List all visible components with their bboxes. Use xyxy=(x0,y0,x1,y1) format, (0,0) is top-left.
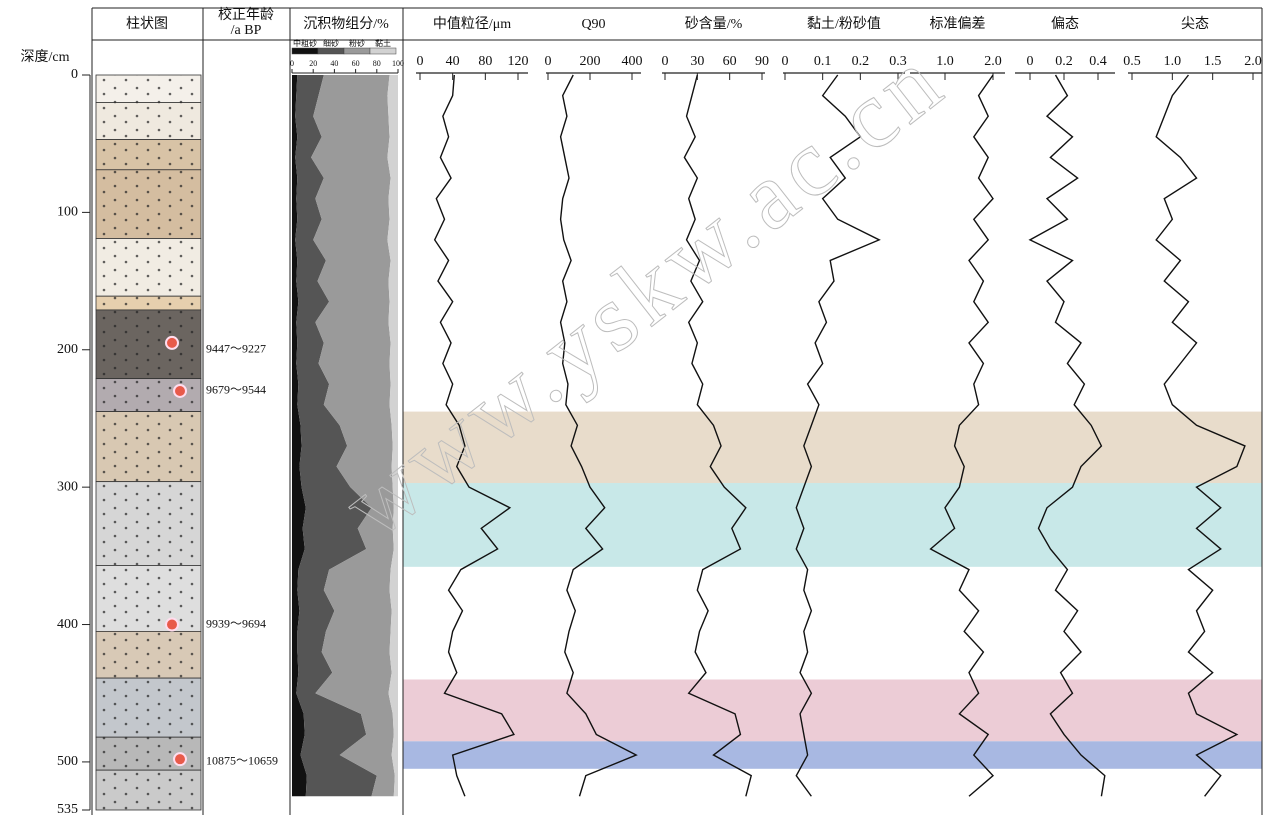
lithology-pattern xyxy=(96,75,201,103)
y-tick-label: 200 xyxy=(57,342,78,357)
x-tick-label: 1.5 xyxy=(1204,54,1222,69)
x-tick-label: 2.0 xyxy=(1244,54,1262,69)
x-tick-label: 40 xyxy=(446,54,460,69)
component-area xyxy=(292,75,307,797)
x-tick-label: 100 xyxy=(392,59,404,68)
panel-title: 中值粒径/μm xyxy=(433,16,511,32)
y-tick-label: 100 xyxy=(57,205,78,220)
age-label: 9939～9694 xyxy=(206,616,266,630)
sample-point xyxy=(173,383,187,398)
age-label: 9447～9227 xyxy=(206,342,266,356)
lithology-title: 柱状图 xyxy=(126,16,168,32)
component-area xyxy=(311,75,395,797)
x-tick-label: 400 xyxy=(622,54,643,69)
component-area xyxy=(295,75,377,797)
sample-point xyxy=(165,335,179,350)
x-tick-label: 1.0 xyxy=(936,54,954,69)
x-tick-label: 20 xyxy=(309,59,317,68)
legend-swatch xyxy=(343,47,371,55)
x-tick-label: 30 xyxy=(690,54,704,69)
x-tick-label: 0.4 xyxy=(1089,54,1107,69)
x-tick-label: 0.1 xyxy=(814,54,832,69)
lithology-pattern xyxy=(96,411,201,482)
panel-title: 偏态 xyxy=(1051,16,1079,32)
zone-band xyxy=(403,483,1262,567)
profile-curve xyxy=(683,74,753,797)
y-tick-label: 300 xyxy=(57,479,78,494)
sample-point xyxy=(165,617,179,632)
age-title: 校正年龄 xyxy=(218,6,274,23)
zone-band xyxy=(403,741,1262,769)
y-tick-label: 400 xyxy=(57,617,78,632)
lithology-pattern xyxy=(96,737,201,771)
x-tick-label: 80 xyxy=(478,54,492,69)
profile-curve xyxy=(929,74,995,797)
zone-band xyxy=(403,411,1262,484)
panel-title: 标准偏差 xyxy=(930,16,986,32)
y-tick-label: 500 xyxy=(57,754,78,769)
panel-title: 尖态 xyxy=(1181,16,1209,32)
panel-title: 黏土/粉砂值 xyxy=(807,16,881,32)
legend-label: 粉砂 xyxy=(349,38,365,48)
zone-band xyxy=(403,679,1262,742)
legend-swatch xyxy=(317,47,345,55)
profile-curve xyxy=(1028,74,1106,797)
lithology-pattern xyxy=(96,565,201,632)
legend-swatch xyxy=(369,47,397,55)
depth-axis-title: 深度/cm xyxy=(21,49,70,65)
lithology-pattern xyxy=(96,238,201,297)
lithology-pattern xyxy=(96,139,201,170)
x-tick-label: 90 xyxy=(755,54,769,69)
x-tick-label: 0 xyxy=(662,54,669,69)
age-title: /a BP xyxy=(231,23,262,38)
lithology-pattern xyxy=(96,102,201,140)
x-tick-label: 120 xyxy=(508,54,529,69)
legend-label: 细砂 xyxy=(323,38,339,48)
x-tick-label: 0 xyxy=(782,54,789,69)
x-tick-label: 0 xyxy=(417,54,424,69)
profile-curve xyxy=(559,74,638,797)
components-title: 沉积物组分/% xyxy=(303,16,389,32)
legend-swatch xyxy=(291,47,319,55)
profile-curve xyxy=(433,74,515,797)
x-tick-label: 2.0 xyxy=(984,54,1002,69)
x-tick-label: 40 xyxy=(330,59,338,68)
age-label: 10875～10659 xyxy=(206,754,278,768)
lithology-pattern xyxy=(96,678,201,738)
x-tick-label: 0 xyxy=(545,54,552,69)
component-area xyxy=(387,75,398,797)
x-tick-label: 0.2 xyxy=(852,54,870,69)
table-frame xyxy=(91,7,1263,815)
x-tick-label: 1.0 xyxy=(1164,54,1182,69)
x-tick-label: 0 xyxy=(290,59,294,68)
profile-curve xyxy=(795,74,881,797)
x-tick-label: 0.3 xyxy=(889,54,907,69)
y-tick-label: 0 xyxy=(71,67,78,82)
legend-label: 中粗砂 xyxy=(293,38,317,48)
panel-title: 砂含量/% xyxy=(685,16,743,32)
x-tick-label: 200 xyxy=(580,54,601,69)
x-tick-label: 0 xyxy=(1027,54,1034,69)
age-label: 9679～9544 xyxy=(206,383,266,397)
profile-curve xyxy=(1155,74,1246,797)
x-tick-label: 0.2 xyxy=(1055,54,1073,69)
x-tick-label: 0.5 xyxy=(1123,54,1141,69)
lithology-pattern xyxy=(96,770,201,810)
x-tick-label: 60 xyxy=(352,59,360,68)
legend-label: 黏土 xyxy=(375,38,391,48)
lithology-pattern xyxy=(96,296,201,310)
lithology-pattern xyxy=(96,169,201,239)
x-tick-label: 60 xyxy=(723,54,737,69)
sample-point xyxy=(173,752,187,767)
lithology-pattern xyxy=(96,631,201,679)
lithology-pattern xyxy=(96,481,201,566)
x-tick-label: 80 xyxy=(373,59,381,68)
lithology-pattern xyxy=(96,309,201,379)
zones xyxy=(403,411,1262,769)
panel-title: Q90 xyxy=(581,17,605,32)
y-tick-label: 535 xyxy=(57,802,78,817)
